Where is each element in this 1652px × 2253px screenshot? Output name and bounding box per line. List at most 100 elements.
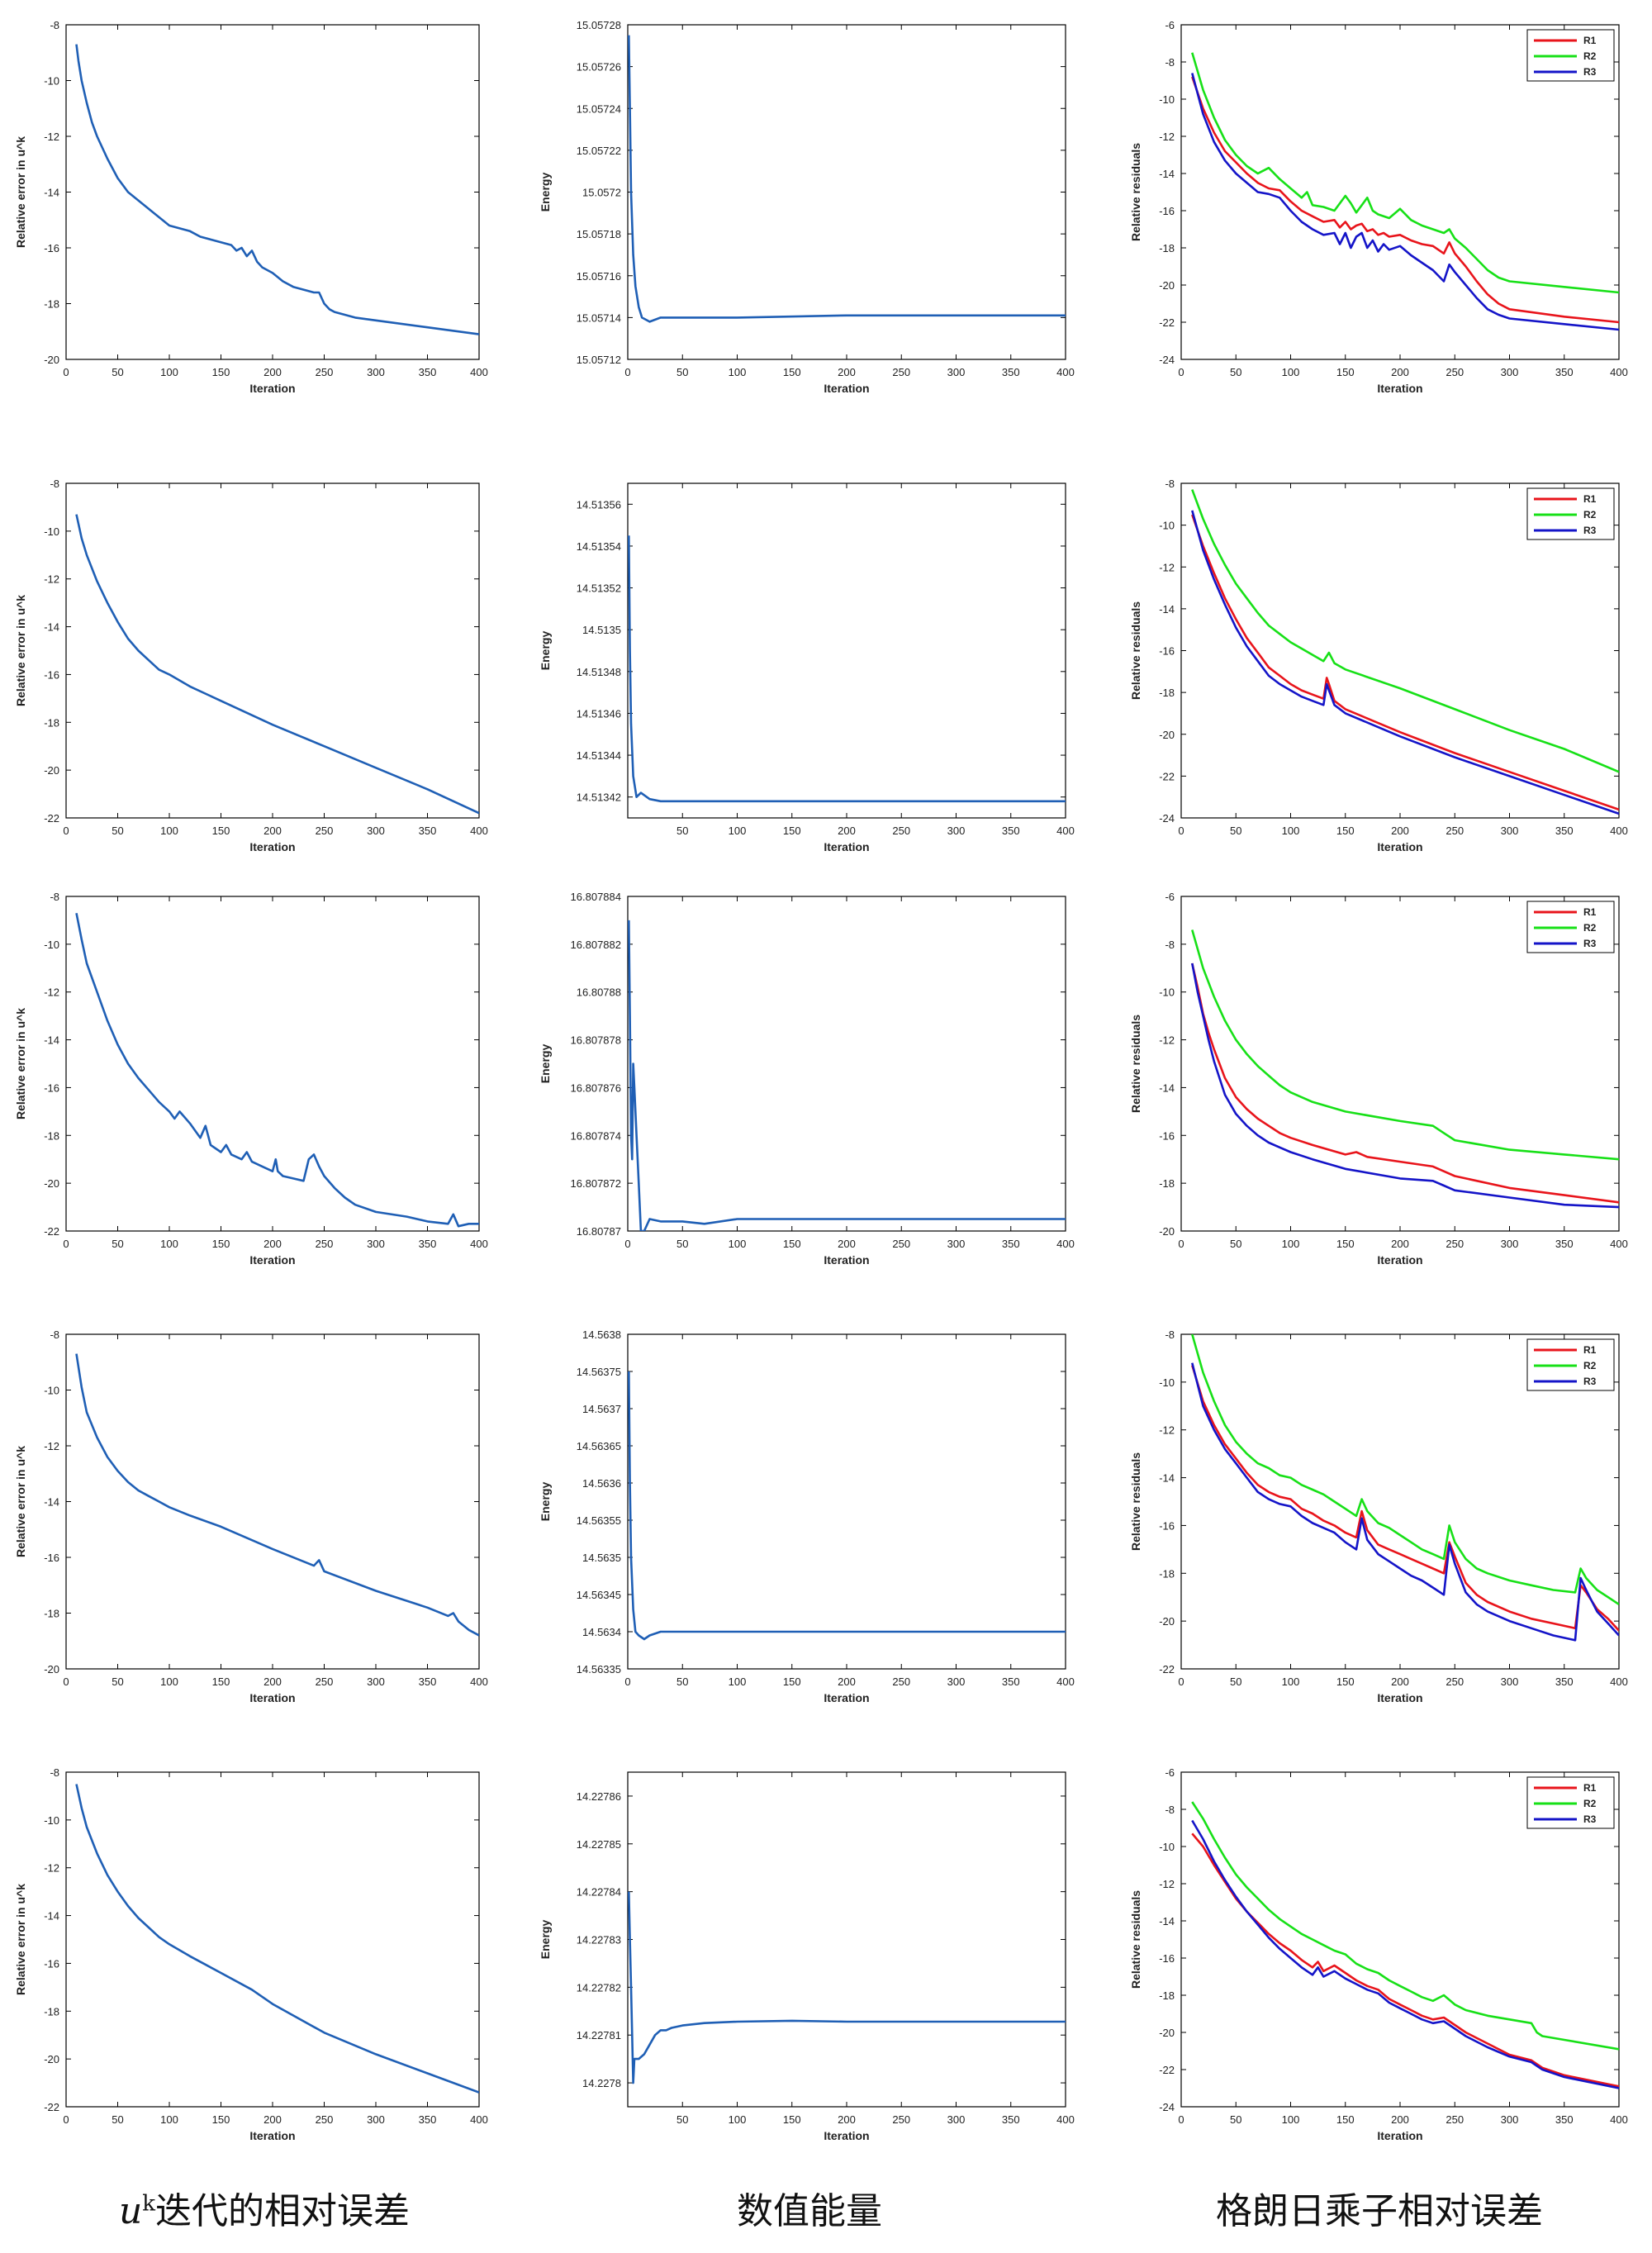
legend-label-r3: R3 [1583,938,1597,949]
y-tick-label: 14.51348 [577,666,621,678]
chart-r4c3: 0 50 100 150 200 250 300 350 400 -22 -20 -18 -16 -14 -… [1129,1329,1628,1704]
x-tick-label: 0 [63,2113,69,2126]
x-tick-label: 300 [947,1238,966,1250]
y-axis-label: Relative error in u^k [14,136,27,248]
y-tick-label: 14.22784 [577,1886,621,1899]
x-tick-label: 350 [1002,2113,1020,2126]
x-axis-label: Iteration [824,382,869,395]
x-tick-label: 200 [1391,825,1409,837]
caption-col1: uk迭代的相对误差 [50,2181,479,2239]
y-tick-label: -14 [1159,1081,1175,1094]
x-tick-label: 200 [838,1675,856,1688]
y-tick-label: -22 [44,1225,59,1238]
y-tick-label: -10 [44,939,59,951]
x-tick-label: 300 [1501,366,1519,378]
x-tick-label: 250 [1446,1238,1464,1250]
y-tick-label: -10 [1159,1376,1175,1389]
x-axis-label: Iteration [1377,840,1422,853]
x-tick-label: 250 [1446,2113,1464,2126]
x-tick-label: 50 [112,366,123,378]
x-tick-label: 100 [160,1675,178,1688]
y-tick-label: -12 [44,1440,59,1452]
x-tick-label: 300 [947,1675,966,1688]
y-tick-label: -12 [44,1862,59,1875]
legend-label-r2: R2 [1583,1360,1597,1371]
x-tick-label: 300 [947,2113,966,2126]
y-tick-label: -12 [44,131,59,143]
series-line-r1 [1191,514,1619,811]
y-tick-label: -22 [1159,2064,1175,2076]
x-tick-label: 100 [1282,1675,1300,1688]
y-tick-label: -16 [44,1552,59,1564]
series-line-r2 [1191,929,1619,1161]
x-tick-label: 0 [1178,1675,1184,1688]
y-tick-label: 15.05724 [577,102,621,115]
x-axis-label: Iteration [1377,1253,1422,1267]
x-tick-label: 150 [212,1675,230,1688]
y-tick-label: -16 [44,242,59,254]
y-tick-label: -12 [1159,1878,1175,1890]
y-tick-label: 15.05718 [577,228,621,240]
legend-label-r2: R2 [1583,509,1597,520]
y-tick-label: 14.51354 [577,540,621,553]
legend: R1 R2 R3 [1526,1338,1615,1391]
y-tick-label: -8 [1165,1329,1175,1341]
x-tick-label: 50 [676,1675,688,1688]
series-line-r1 [1191,1365,1619,1632]
x-tick-label: 150 [783,2113,801,2126]
y-axis-label: Energy [539,1044,552,1084]
y-tick-label: 14.56355 [577,1514,621,1527]
y-tick-label: -20 [1159,279,1175,292]
series-line-r3 [1191,963,1619,1209]
series-line-r3 [1191,510,1619,815]
y-axis-label: Energy [539,1920,552,1960]
x-tick-label: 50 [676,825,688,837]
y-tick-label: 14.51344 [577,749,621,762]
x-tick-label: 400 [470,366,488,378]
chart-r4c2: 0 50 100 150 200 250 300 350 400 14.56335 14.5634 1… [539,1329,1075,1704]
y-tick-label: -22 [1159,316,1175,329]
series-line [628,1371,1066,1641]
x-tick-label: 250 [892,1675,910,1688]
series-line-r3 [1191,1362,1619,1642]
x-tick-label: 250 [892,366,910,378]
x-tick-label: 0 [1178,366,1184,378]
x-tick-label: 0 [63,1675,69,1688]
x-tick-label: 150 [212,825,230,837]
y-tick-label: 14.22783 [577,1934,621,1946]
x-tick-label: 100 [1282,2113,1300,2126]
x-tick-label: 400 [1056,1675,1075,1688]
y-tick-label: 15.05722 [577,145,621,157]
x-tick-label: 200 [838,825,856,837]
y-tick-label: -18 [1159,1989,1175,2002]
caption-symbol: u [118,2190,143,2232]
y-tick-label: -18 [1159,1567,1175,1580]
y-tick-label: -18 [1159,1177,1175,1190]
y-tick-label: 14.56345 [577,1589,621,1601]
legend-label-r2: R2 [1583,1798,1597,1809]
x-tick-label: 150 [1336,366,1355,378]
y-tick-label: -10 [1159,986,1175,999]
x-tick-label: 200 [263,1675,282,1688]
legend-label-r1: R1 [1583,493,1597,505]
x-axis-label: Iteration [824,2129,869,2142]
chart-r5c2: 50 100 150 200 250 300 350 400 14.2278 14.22781 14… [539,1771,1075,2142]
x-tick-label: 400 [470,825,488,837]
x-axis-label: Iteration [824,1691,869,1704]
x-tick-label: 300 [947,825,966,837]
x-tick-label: 250 [316,1238,334,1250]
x-tick-label: 250 [316,366,334,378]
y-axis-label: Relative residuals [1129,1890,1142,1989]
y-tick-label: -10 [1159,93,1175,106]
x-tick-label: 150 [1336,1238,1355,1250]
x-tick-label: 100 [160,366,178,378]
chart-r3c1: 0 50 100 150 200 250 300 350 400 -22 -20 -18 -16 -14 -… [14,891,488,1267]
legend: R1 R2 R3 [1526,29,1615,82]
x-tick-label: 50 [112,1675,123,1688]
series-line-r3 [1191,1819,1619,2089]
y-axis-label: Energy [539,1482,552,1522]
legend-label-r1: R1 [1583,1782,1597,1794]
series-line [628,535,1066,803]
y-tick-label: -12 [44,573,59,586]
y-tick-label: 14.5636 [582,1477,621,1490]
